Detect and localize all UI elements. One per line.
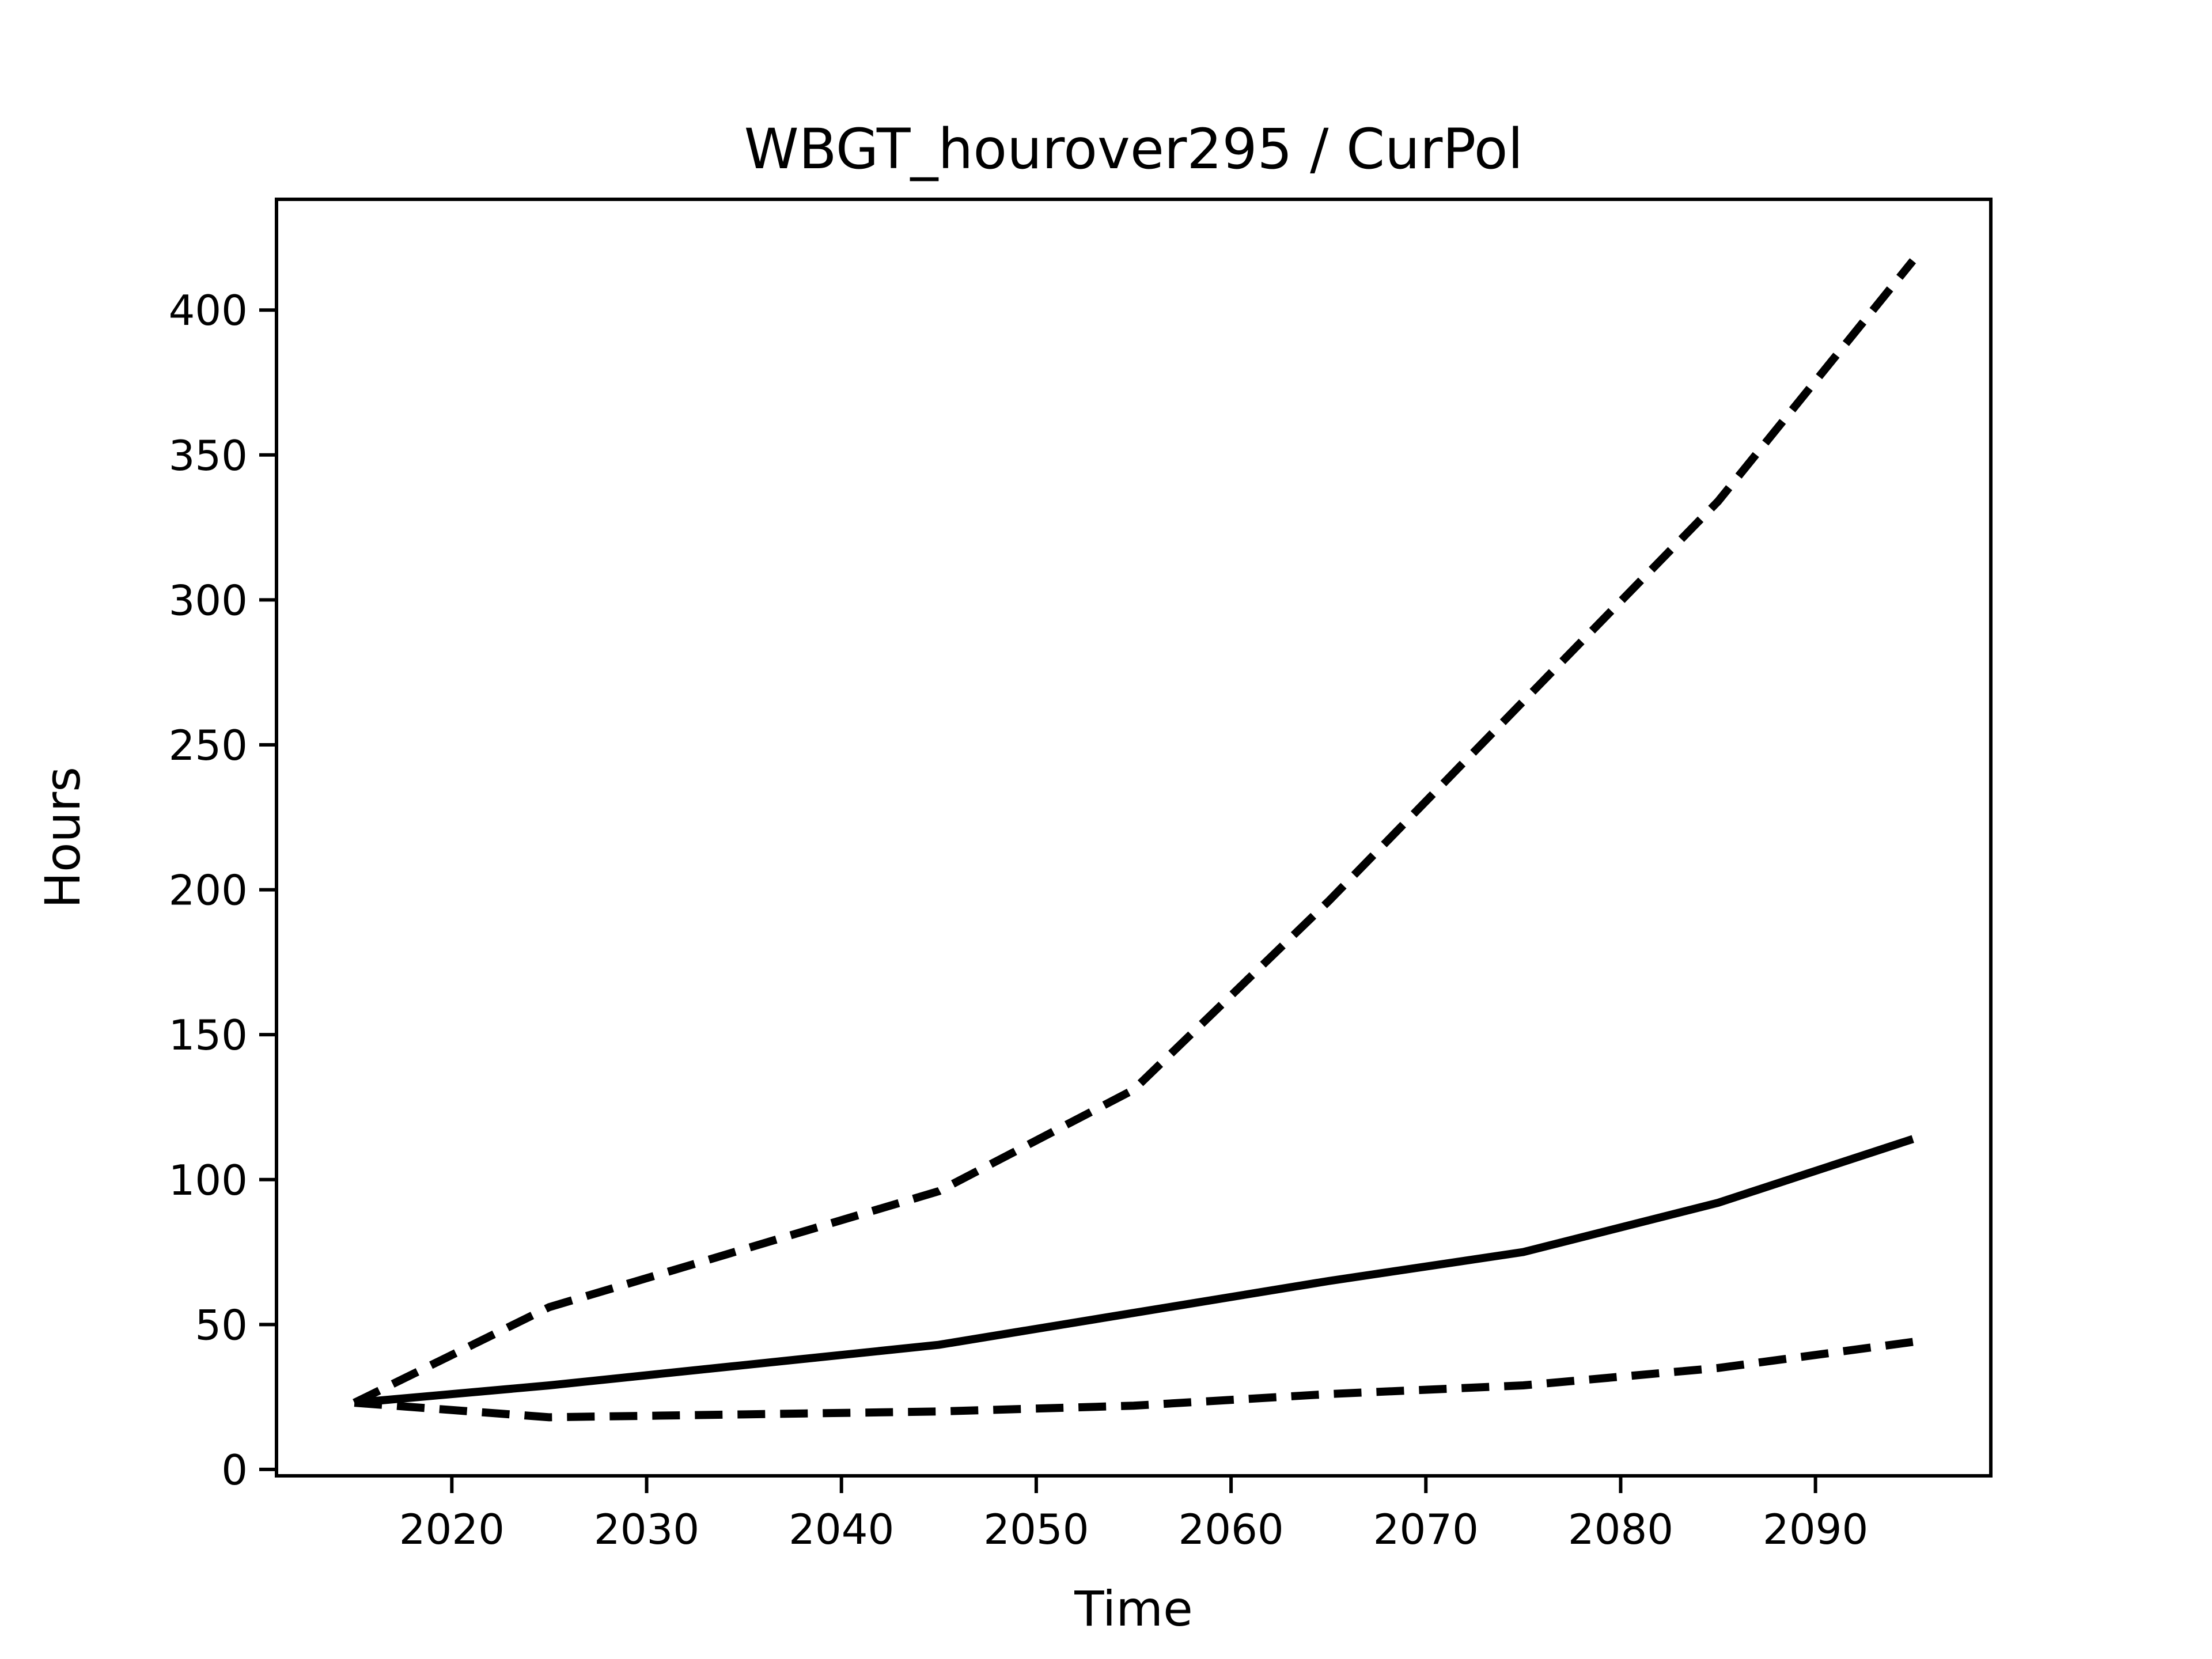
y-tick-label: 150 (169, 1011, 248, 1059)
y-tick-label: 350 (169, 431, 248, 480)
y-tick-label: 100 (169, 1156, 248, 1205)
plot-frame (275, 198, 1993, 1478)
y-tick-label: 0 (221, 1446, 248, 1494)
y-axis-label: Hours (35, 767, 91, 908)
y-axis-ticks: 0 50 100 150 200 250 300 350 400 (169, 286, 276, 1494)
x-tick-label: 2040 (789, 1505, 894, 1554)
chart-title: WBGT_hourover295 / CurPol (744, 117, 1523, 181)
series-central-solid-line (354, 1135, 1914, 1407)
y-tick-label: 50 (195, 1301, 248, 1349)
x-axis-label: Time (1074, 1581, 1193, 1637)
x-tick-label: 2090 (1763, 1505, 1868, 1554)
y-tick-label: 200 (169, 866, 248, 915)
series-lower-bound-dashed-line (354, 1338, 1914, 1422)
x-tick-label: 2050 (983, 1505, 1089, 1554)
x-tick-label: 2060 (1178, 1505, 1283, 1554)
y-tick-label: 250 (169, 721, 248, 770)
x-tick-label: 2080 (1568, 1505, 1673, 1554)
y-tick-label: 400 (169, 286, 248, 335)
series-lines (353, 258, 1916, 1422)
x-axis-ticks: 2020 2030 2040 2050 2060 2070 2080 2090 (399, 1476, 1868, 1554)
axes-spines (275, 198, 1993, 1478)
x-tick-label: 2020 (399, 1505, 505, 1554)
x-tick-label: 2030 (594, 1505, 699, 1554)
x-tick-label: 2070 (1373, 1505, 1479, 1554)
series-upper-bound-dashed-line (353, 258, 1916, 1407)
y-tick-label: 300 (169, 576, 248, 624)
